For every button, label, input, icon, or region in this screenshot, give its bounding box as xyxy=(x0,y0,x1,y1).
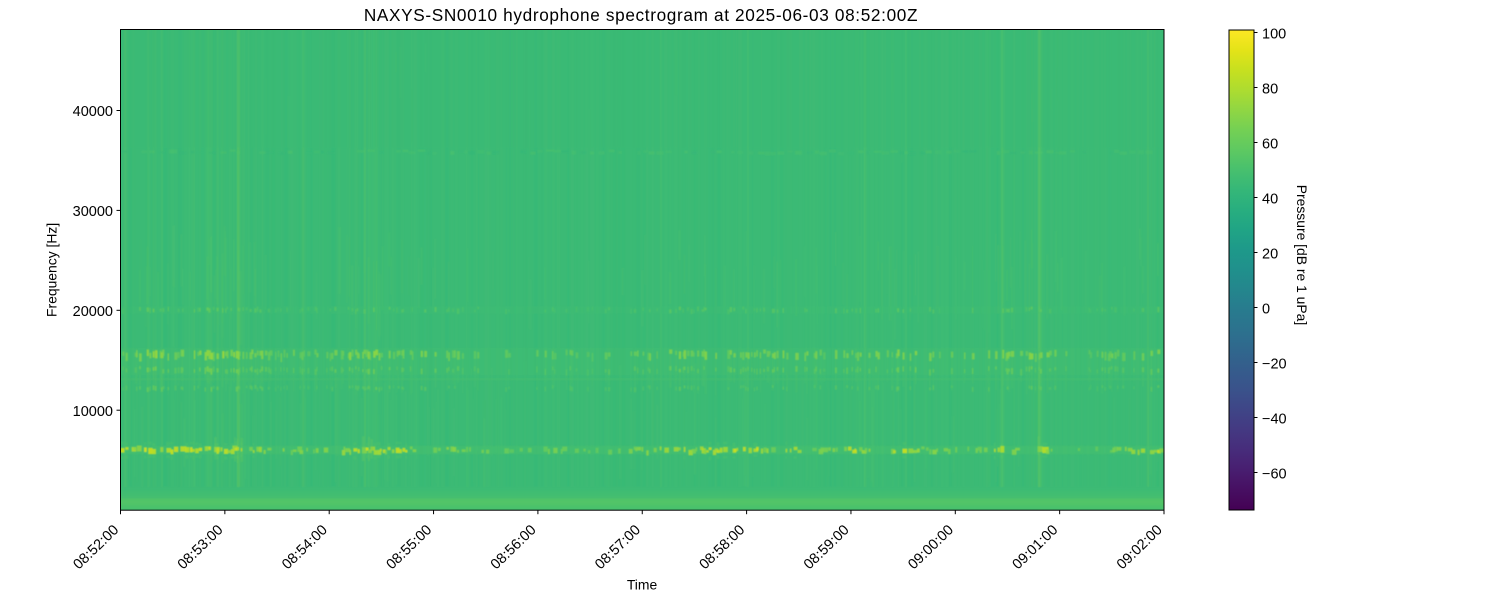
svg-text:−20: −20 xyxy=(1262,357,1287,373)
svg-text:40: 40 xyxy=(1262,192,1278,208)
svg-text:20000: 20000 xyxy=(73,304,113,320)
svg-text:20: 20 xyxy=(1262,247,1278,263)
svg-text:0: 0 xyxy=(1262,302,1270,318)
svg-text:60: 60 xyxy=(1262,137,1278,153)
svg-text:−40: −40 xyxy=(1262,412,1287,428)
svg-text:Pressure [dB re 1 uPa]: Pressure [dB re 1 uPa] xyxy=(1294,185,1310,326)
svg-text:30000: 30000 xyxy=(73,204,113,220)
svg-text:40000: 40000 xyxy=(73,104,113,120)
svg-text:10000: 10000 xyxy=(73,404,113,420)
svg-text:−60: −60 xyxy=(1262,467,1287,483)
svg-text:NAXYS-SN0010 hydrophone spectr: NAXYS-SN0010 hydrophone spectrogram at 2… xyxy=(364,5,918,25)
svg-text:80: 80 xyxy=(1262,82,1278,98)
svg-text:Frequency [Hz]: Frequency [Hz] xyxy=(44,223,60,317)
svg-text:Time: Time xyxy=(627,577,658,593)
svg-text:100: 100 xyxy=(1262,27,1286,43)
